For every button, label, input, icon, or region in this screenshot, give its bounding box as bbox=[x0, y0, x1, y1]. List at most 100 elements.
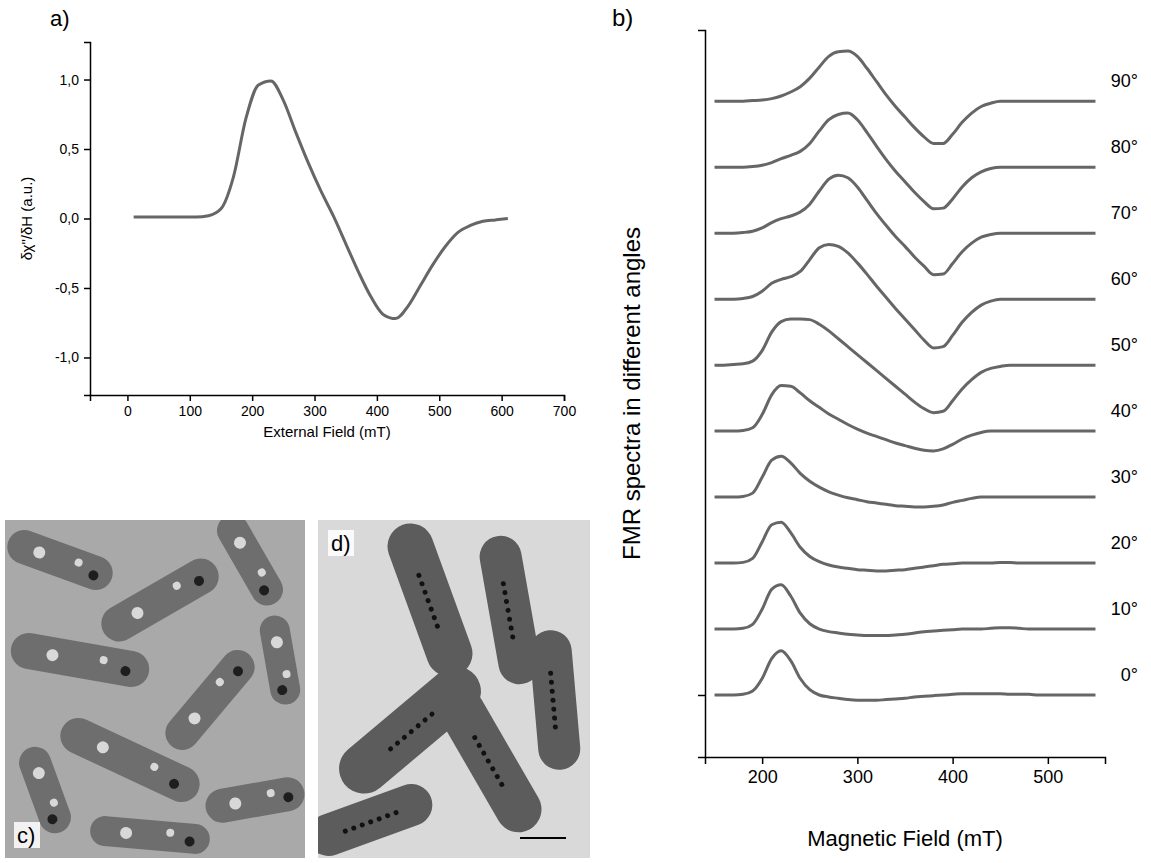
tick-mark bbox=[190, 395, 192, 401]
magnetosome bbox=[342, 828, 348, 834]
magnetosome bbox=[422, 716, 429, 723]
granule bbox=[192, 574, 206, 588]
plot-area bbox=[134, 81, 508, 319]
granule bbox=[46, 813, 59, 826]
tick: 600 bbox=[490, 395, 514, 419]
granule bbox=[120, 665, 132, 677]
plot-area bbox=[715, 51, 1096, 700]
vesicle bbox=[49, 798, 59, 808]
panel-label: b) bbox=[612, 4, 633, 31]
cell bbox=[430, 679, 550, 841]
tick-label: 200 bbox=[748, 767, 778, 787]
x-axis: 200300400500 bbox=[706, 757, 1106, 787]
magnetosome bbox=[387, 745, 394, 752]
magnetosome bbox=[504, 599, 510, 605]
tick: 200 bbox=[748, 757, 778, 787]
scale-bar bbox=[520, 837, 566, 839]
tick bbox=[698, 695, 705, 696]
vesicle bbox=[232, 534, 248, 550]
magnetosome bbox=[425, 597, 431, 603]
magnetosome bbox=[359, 822, 365, 828]
vesicle bbox=[99, 655, 108, 664]
vesicle bbox=[129, 605, 145, 621]
cell bbox=[95, 552, 226, 648]
cell bbox=[528, 628, 582, 771]
granule bbox=[276, 684, 288, 696]
spectrum-line bbox=[715, 522, 1096, 571]
magnetosome bbox=[489, 765, 496, 772]
tick-mark bbox=[252, 395, 254, 401]
series-label: 10° bbox=[1111, 599, 1138, 619]
magnetosome bbox=[351, 825, 357, 831]
y-axis-line bbox=[84, 43, 91, 396]
series-label: 80° bbox=[1111, 137, 1138, 157]
y-axis-title: FMR spectra in different angles bbox=[618, 227, 645, 560]
tick-label: -0,5 bbox=[55, 280, 79, 296]
vesicle bbox=[166, 828, 175, 837]
cell bbox=[89, 815, 211, 855]
tick: 400 bbox=[938, 757, 968, 787]
tick: 1,0 bbox=[60, 72, 90, 88]
granule bbox=[87, 569, 100, 582]
tick: 300 bbox=[303, 395, 327, 419]
tick-label: 400 bbox=[938, 767, 968, 787]
series-label: 0° bbox=[1121, 665, 1138, 685]
x-axis-line bbox=[706, 758, 1106, 765]
magnetosome bbox=[502, 590, 508, 596]
cell bbox=[203, 775, 305, 826]
series-label: 20° bbox=[1111, 533, 1138, 553]
tick: 700 bbox=[553, 395, 577, 419]
series-label: 50° bbox=[1111, 335, 1138, 355]
series-label: 70° bbox=[1111, 203, 1138, 223]
series-label: 30° bbox=[1111, 467, 1138, 487]
figure: 0100200300400500600700-1,0-0,50,00,51,0E… bbox=[0, 0, 1151, 863]
magnetosome bbox=[485, 758, 492, 765]
tick-mark bbox=[762, 757, 764, 764]
magnetosome bbox=[419, 581, 425, 587]
magnetosome bbox=[550, 689, 555, 694]
vesicle bbox=[266, 789, 275, 798]
magnetosome bbox=[393, 809, 399, 815]
tick-label: 0,0 bbox=[60, 210, 80, 226]
tick: 0,0 bbox=[60, 210, 90, 226]
x-axis-title: External Field (mT) bbox=[263, 423, 391, 440]
tick-label: 100 bbox=[179, 403, 203, 419]
magnetosome bbox=[367, 819, 373, 825]
series-label: 40° bbox=[1111, 401, 1138, 421]
magnetosome bbox=[510, 634, 516, 640]
tick: -0,5 bbox=[55, 280, 90, 296]
granule bbox=[167, 777, 180, 790]
spectrum-line bbox=[715, 244, 1096, 348]
tick: 500 bbox=[1033, 757, 1063, 787]
magnetosome bbox=[431, 614, 437, 620]
tick-label: 0,5 bbox=[60, 141, 80, 157]
tick-mark bbox=[952, 757, 954, 764]
magnetosome bbox=[401, 734, 408, 741]
tick: 200 bbox=[241, 395, 265, 419]
magnetosome bbox=[548, 671, 553, 676]
magnetosome bbox=[550, 697, 555, 702]
magnetosome bbox=[415, 722, 422, 729]
magnetosome bbox=[507, 616, 513, 622]
magnetosome bbox=[552, 715, 557, 720]
vesicle bbox=[73, 557, 83, 567]
magnetosome bbox=[376, 816, 382, 822]
magnetosome bbox=[505, 607, 511, 613]
magnetosome bbox=[416, 572, 422, 578]
panel-a: 0100200300400500600700-1,0-0,50,00,51,0E… bbox=[18, 6, 576, 440]
y-axis-title: δχ"/δH (a.u.) bbox=[18, 177, 35, 261]
y-axis: -1,0-0,50,00,51,0 bbox=[55, 43, 91, 396]
spectrum-line bbox=[715, 456, 1096, 507]
panel-b: 2003004005000°10°20°30°40°50°60°70°80°90… bbox=[612, 4, 1138, 851]
series-labels: 0°10°20°30°40°50°60°70°80°90° bbox=[1111, 71, 1138, 685]
tick-mark bbox=[439, 395, 441, 401]
x-axis-title: Magnetic Field (mT) bbox=[807, 826, 1003, 851]
tick-label: 400 bbox=[366, 403, 390, 419]
tick-mark bbox=[84, 79, 90, 81]
tick-mark bbox=[501, 395, 503, 401]
panel-label: c) bbox=[17, 823, 35, 848]
vesicle bbox=[186, 710, 203, 727]
granule bbox=[257, 584, 271, 598]
vesicle bbox=[32, 545, 47, 560]
tick-label: 300 bbox=[303, 403, 327, 419]
